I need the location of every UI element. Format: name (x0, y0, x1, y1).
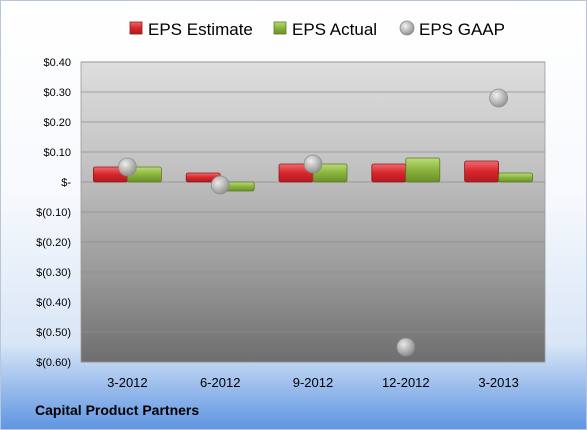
y-tick-label: $0.20 (43, 117, 71, 129)
y-tick-label: $- (61, 177, 71, 189)
legend-estimate-marker (129, 21, 143, 35)
y-axis-ticks: $0.40 $0.30 $0.20 $0.10 $- $(0.10) $(0.20) $(0.… (36, 57, 71, 369)
y-tick-label: $(0.50) (36, 327, 71, 339)
x-tick-label: 12-2012 (382, 375, 430, 390)
eps-gaap-point (489, 88, 509, 108)
legend-actual-marker (273, 21, 287, 35)
y-tick-label: $(0.40) (36, 297, 71, 309)
eps-gaap-point (303, 154, 323, 174)
gridlines (81, 61, 545, 363)
legend: EPS Estimate EPS Actual EPS GAAP (129, 20, 505, 39)
legend-estimate: EPS Estimate (129, 20, 253, 39)
legend-gaap-marker (399, 20, 415, 36)
y-tick-label: $0.40 (43, 57, 71, 69)
x-axis-ticks: 3-2012 6-2012 9-2012 12-2012 3-2013 (107, 375, 519, 390)
y-tick-label: $0.10 (43, 147, 71, 159)
x-tick-label: 6-2012 (200, 375, 240, 390)
gaap-points (118, 88, 509, 357)
eps-actual-bar (405, 157, 441, 183)
legend-actual: EPS Actual (273, 20, 377, 39)
y-tick-label: $(0.30) (36, 267, 71, 279)
bar-series (93, 157, 534, 192)
y-tick-label: $(0.60) (36, 357, 71, 369)
legend-actual-label: EPS Actual (292, 20, 377, 39)
x-tick-label: 3-2013 (478, 375, 518, 390)
eps-gaap-point (118, 157, 137, 177)
y-tick-label: $(0.10) (36, 207, 71, 219)
legend-gaap: EPS GAAP (399, 20, 505, 39)
eps-estimate-bar (371, 163, 407, 183)
y-tick-label: $0.30 (43, 87, 71, 99)
legend-gaap-label: EPS GAAP (419, 20, 505, 39)
legend-estimate-label: EPS Estimate (148, 20, 253, 39)
y-tick-label: $(0.20) (36, 237, 71, 249)
eps-gaap-point (396, 337, 416, 357)
eps-actual-bar (498, 172, 534, 183)
eps-estimate-bar (464, 160, 500, 183)
company-name: Capital Product Partners (35, 402, 200, 418)
eps-gaap-point (210, 175, 230, 195)
x-tick-label: 3-2012 (107, 375, 147, 390)
x-tick-label: 9-2012 (293, 375, 333, 390)
